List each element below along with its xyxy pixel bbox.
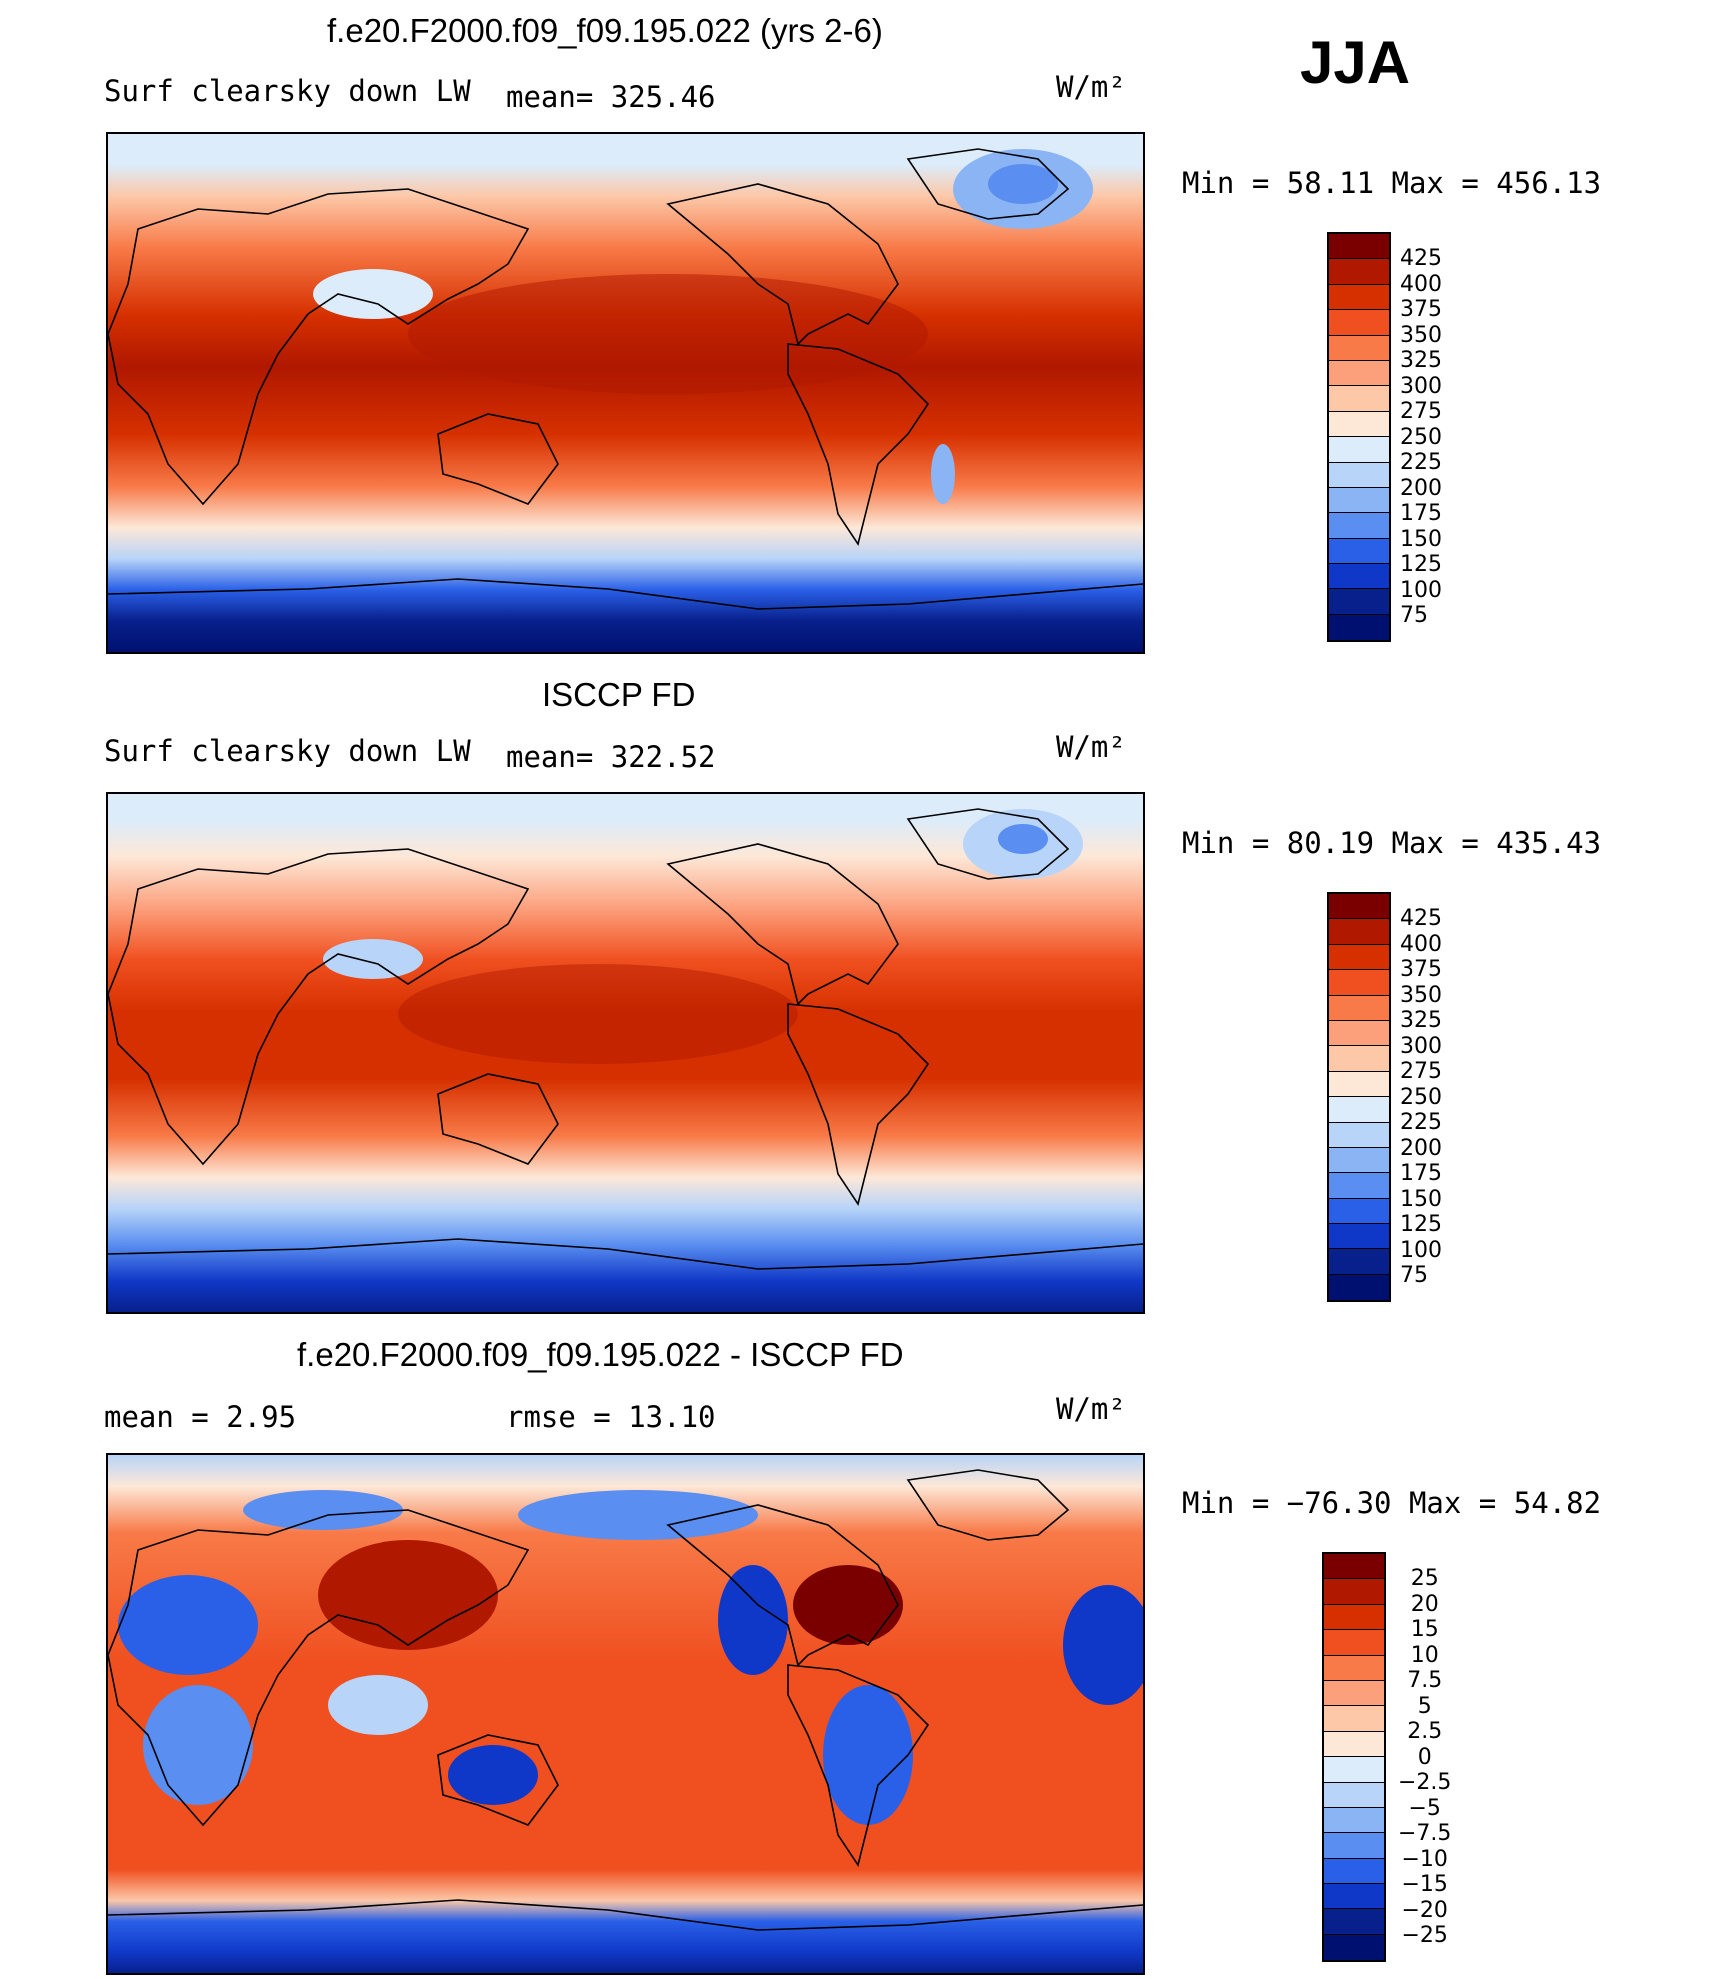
panel3-colorbar — [1322, 1552, 1386, 1962]
panel2-map — [106, 792, 1145, 1314]
panel3-rmse-label: rmse = 13.10 — [506, 1400, 716, 1434]
panel1-level: 125 — [1400, 552, 1442, 577]
panel3-min-max: Min = −76.30 Max = 54.82 — [1182, 1486, 1602, 1520]
panel1-level: 325 — [1400, 348, 1442, 373]
panel1-variable-label: Surf clearsky down LW — [104, 74, 471, 108]
panel2-level: 275 — [1400, 1059, 1442, 1084]
panel3-mean-label: mean = 2.95 — [104, 1400, 297, 1434]
panel2-level: 200 — [1400, 1135, 1442, 1161]
panel2-level: 125 — [1400, 1212, 1442, 1237]
panel3-level: −5 — [1408, 1795, 1441, 1821]
panel3-level: 25 — [1410, 1566, 1439, 1591]
panel1-title: f.e20.F2000.f09_f09.195.022 (yrs 2-6) — [327, 12, 883, 49]
panel3-level: 20 — [1410, 1591, 1439, 1617]
panel1-colorbar-labels: 425 400 375 350 325 300 275 250 225 200 … — [1400, 246, 1442, 629]
season-label: JJA — [1300, 29, 1411, 96]
panel3-level: 0 — [1417, 1744, 1432, 1770]
panel3-level: −15 — [1401, 1872, 1448, 1897]
panel1-level: 175 — [1400, 501, 1442, 526]
panel1-colorbar — [1327, 232, 1391, 642]
panel3-level: 2.5 — [1407, 1719, 1443, 1744]
panel3-level: 10 — [1410, 1642, 1439, 1668]
panel3-level: −2.5 — [1398, 1770, 1452, 1795]
panel1-mean-label: mean= 325.46 — [506, 80, 716, 114]
panel1-level: 275 — [1400, 399, 1442, 424]
panel2-level: 325 — [1400, 1008, 1442, 1033]
panel3-level: 5 — [1417, 1693, 1432, 1719]
panel3-level: −7.5 — [1398, 1821, 1452, 1846]
panel1-level: 400 — [1400, 271, 1442, 297]
panel2-units: W/m² — [1056, 730, 1126, 764]
panel2-level: 400 — [1400, 931, 1442, 957]
panel3-level: 7.5 — [1407, 1668, 1443, 1693]
panel1-level: 100 — [1400, 577, 1442, 603]
panel2-level: 100 — [1400, 1237, 1442, 1263]
panel1-level: 375 — [1400, 297, 1442, 322]
panel2-title: ISCCP FD — [542, 676, 696, 713]
panel1-level: 200 — [1400, 475, 1442, 501]
panel1-min-max: Min = 58.11 Max = 456.13 — [1182, 166, 1602, 200]
panel1-level: 250 — [1400, 424, 1442, 450]
panel2-level: 150 — [1400, 1186, 1442, 1212]
panel2-mean-label: mean= 322.52 — [506, 740, 716, 774]
panel3-level: 15 — [1410, 1617, 1439, 1642]
panel2-level: 375 — [1400, 957, 1442, 982]
panel2-level: 350 — [1400, 982, 1442, 1008]
panel2-variable-label: Surf clearsky down LW — [104, 734, 471, 768]
panel1-level: 150 — [1400, 526, 1442, 552]
panel1-level: 225 — [1400, 450, 1442, 475]
panel3-colorbar-labels: 25 20 15 10 7.5 5 2.5 0 −2.5 −5 −7.5 −10… — [1398, 1566, 1451, 1949]
panel2-level: 225 — [1400, 1110, 1442, 1135]
panel1-map — [106, 132, 1145, 654]
panel3-level: −10 — [1401, 1846, 1448, 1872]
panel3-title: f.e20.F2000.f09_f09.195.022 - ISCCP FD — [297, 1336, 904, 1373]
panel1-level: 75 — [1400, 603, 1428, 628]
panel2-level: 250 — [1400, 1084, 1442, 1110]
panel3-units: W/m² — [1056, 1392, 1126, 1426]
panel1-level: 425 — [1400, 246, 1442, 271]
panel3-level: −20 — [1401, 1897, 1448, 1923]
panel1-level: 300 — [1400, 373, 1442, 399]
panel2-colorbar-labels: 425 400 375 350 325 300 275 250 225 200 … — [1400, 906, 1442, 1289]
panel1-level: 350 — [1400, 322, 1442, 348]
panel3-level: −25 — [1401, 1923, 1448, 1948]
panel2-level: 75 — [1400, 1263, 1428, 1288]
panel2-level: 175 — [1400, 1161, 1442, 1186]
panel2-level: 425 — [1400, 906, 1442, 931]
panel3-map — [106, 1453, 1145, 1975]
panel2-min-max: Min = 80.19 Max = 435.43 — [1182, 826, 1602, 860]
panel1-units: W/m² — [1056, 70, 1126, 104]
panel2-colorbar — [1327, 892, 1391, 1302]
panel2-level: 300 — [1400, 1033, 1442, 1059]
